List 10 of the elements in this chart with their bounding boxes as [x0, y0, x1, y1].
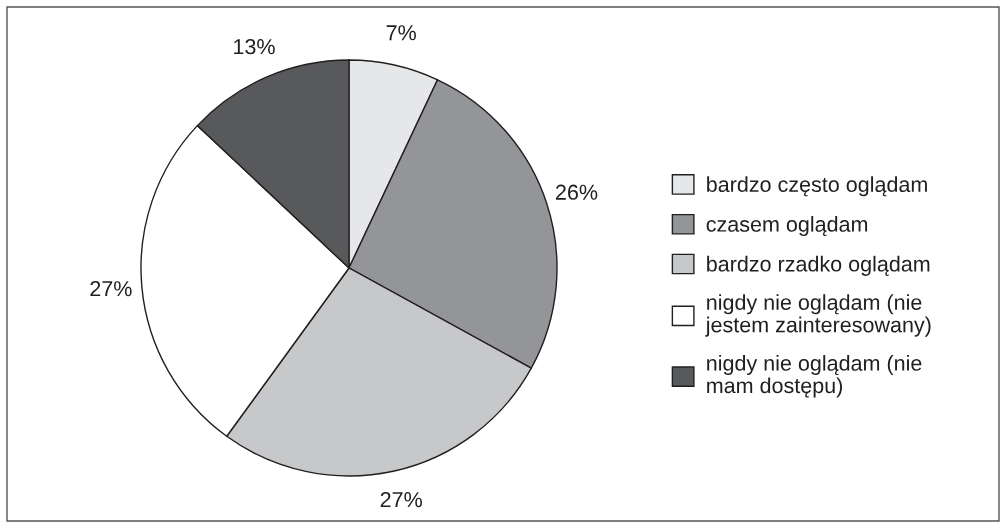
legend-label: bardzo często oglądam — [707, 176, 927, 197]
data-label: 7% — [386, 25, 416, 41]
legend-label: bardzo rzadko oglądam — [707, 255, 930, 276]
data-label: 27% — [380, 491, 422, 508]
data-label: 13% — [234, 39, 275, 55]
legend-label: nigdy nie oglądam (nie mam dostępu) — [707, 354, 922, 398]
data-label: 27% — [90, 281, 132, 297]
legend-label: czasem oglądam — [706, 216, 868, 237]
legend-label: nigdy nie oglądam (nie jestem zainteresowany) — [705, 294, 931, 337]
data-label: 26% — [556, 184, 598, 200]
